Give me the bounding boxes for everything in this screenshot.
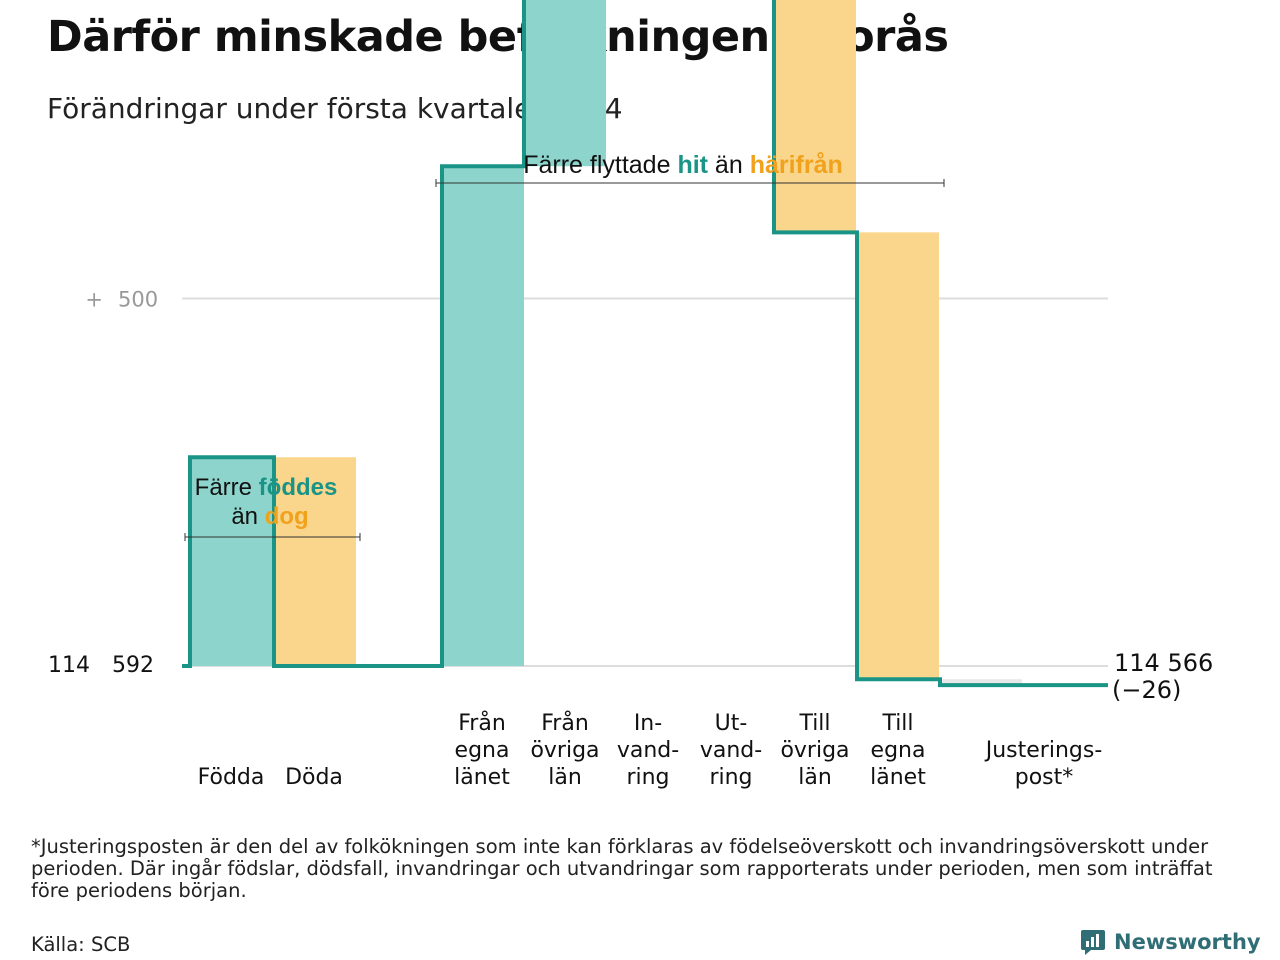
annotation-moves: Färre flyttade hit än härifrån [523, 151, 843, 179]
annotation-out-word: dog [265, 503, 309, 530]
annotation-in-word: föddes [259, 474, 338, 501]
bar-fran-egna-lanet [442, 166, 524, 666]
x-tick-label-fran-egna-lanet: länet [454, 765, 510, 790]
bar-till-ovriga-lan [774, 0, 856, 233]
x-tick-label-till-ovriga-lan: övriga [780, 738, 849, 763]
annotation-births-line1: Färre föddes [195, 474, 338, 501]
annotation-out-word: härifrån [750, 151, 843, 179]
x-tick-label-invandring: ring [626, 765, 669, 790]
source-label: Källa: SCB [31, 933, 131, 956]
x-tick-label-utvandring: vand- [700, 738, 762, 763]
y-tick-sign: + [85, 288, 103, 312]
x-tick-label-justeringspost: post* [1015, 765, 1074, 790]
end-value-label: 114 566 [1114, 649, 1213, 677]
brand-name: Newsworthy [1114, 930, 1261, 954]
annotation-text: än [708, 151, 750, 179]
x-tick-label-till-egna-lanet: Till [881, 711, 913, 736]
x-tick-label-fran-egna-lanet: Från [458, 710, 506, 736]
annotation-text: än [231, 503, 264, 530]
end-change-label: (−26) [1112, 676, 1181, 704]
x-tick-label-till-egna-lanet: länet [870, 765, 926, 790]
y-tick-label: 500 [118, 288, 158, 312]
bar-doda [274, 457, 356, 666]
x-tick-label-invandring: vand- [617, 738, 679, 763]
annotation-text: Färre [195, 474, 259, 501]
x-tick-label-justeringspost: Justerings- [984, 738, 1103, 763]
bar-fodda [190, 457, 272, 666]
newsworthy-logo-icon [1081, 930, 1105, 955]
footnote: *Justeringsposten är den del av folkökni… [31, 835, 1213, 902]
bar-till-egna-lanet [857, 232, 939, 680]
x-tick-label-utvandring: Ut- [715, 711, 748, 736]
x-tick-label-till-ovriga-lan: Till [798, 711, 830, 736]
annotation-in-word: hit [677, 151, 708, 179]
x-tick-label-fran-egna-lanet: egna [455, 738, 510, 763]
x-tick-label-till-egna-lanet: egna [871, 738, 926, 763]
x-tick-label-fran-ovriga-lan: övriga [530, 738, 599, 763]
start-value-label-units: 592 [112, 653, 154, 678]
brand: Newsworthy [1080, 928, 1261, 956]
x-tick-label-invandring: In- [634, 711, 662, 736]
start-value-label-thousands: 114 [48, 653, 90, 678]
x-tick-label-utvandring: ring [709, 765, 752, 790]
waterfall-step-line [182, 0, 1108, 688]
bar-fran-ovriga-lan [524, 0, 606, 167]
bar-justeringspost [940, 679, 1022, 686]
x-tick-label-doda: Döda [285, 765, 343, 790]
annotation-births-line2: än dog [231, 503, 308, 530]
x-tick-label-till-ovriga-lan: län [798, 765, 832, 790]
x-tick-label-fodda: Födda [198, 765, 265, 790]
annotation-text: Färre flyttade [523, 151, 677, 179]
x-tick-label-fran-ovriga-lan: län [548, 765, 582, 790]
x-tick-label-fran-ovriga-lan: Från [541, 710, 589, 736]
